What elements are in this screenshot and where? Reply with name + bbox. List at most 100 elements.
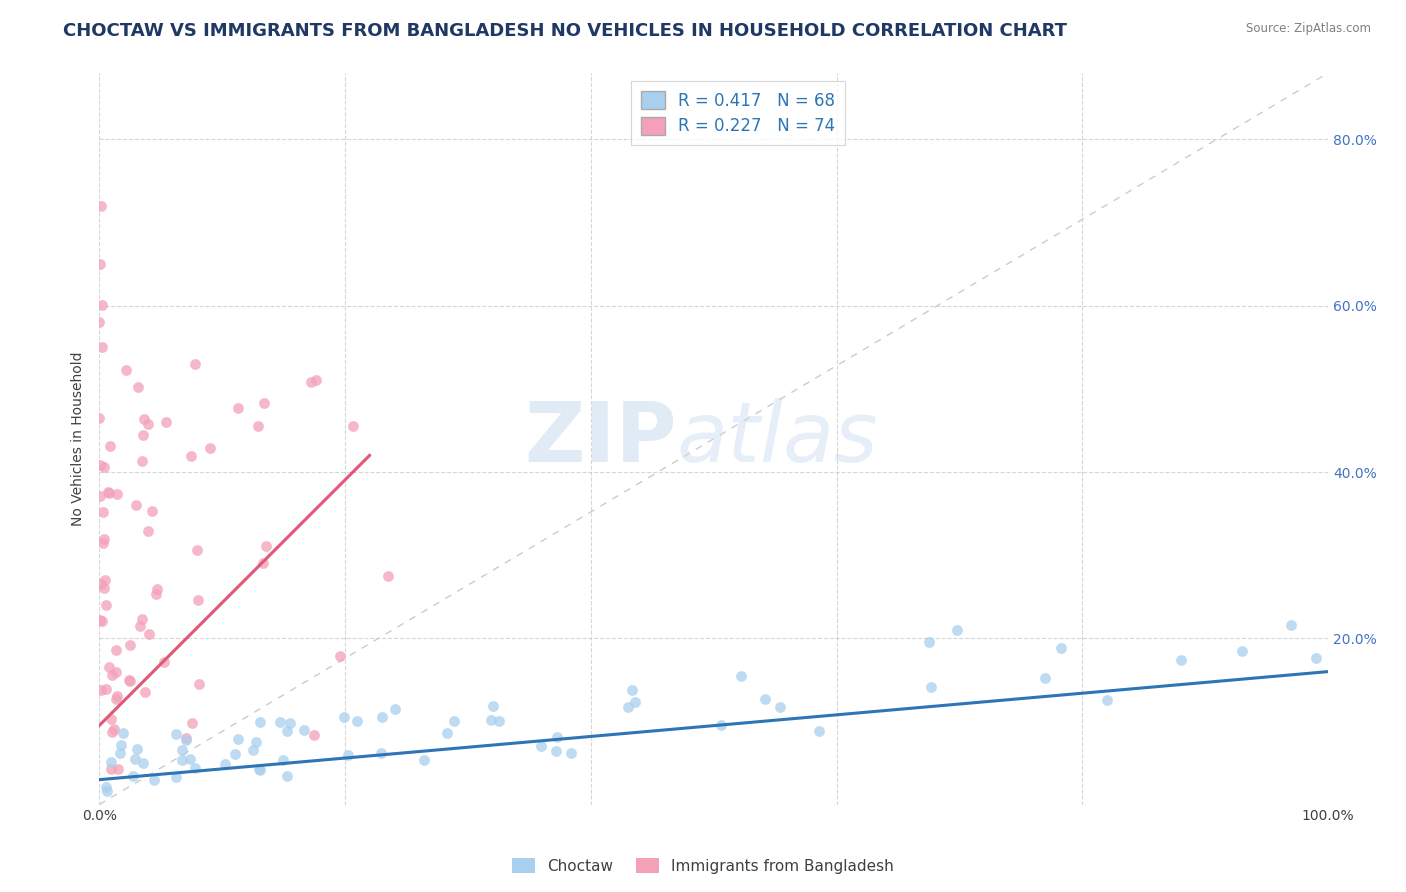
Point bbox=[530, 739, 553, 753]
Point bbox=[184, 357, 207, 371]
Point bbox=[94, 598, 117, 612]
Point bbox=[114, 363, 136, 377]
Point bbox=[249, 763, 271, 777]
Point bbox=[136, 524, 159, 538]
Point bbox=[371, 710, 394, 724]
Point bbox=[488, 714, 510, 728]
Point bbox=[180, 716, 202, 731]
Text: ZIP: ZIP bbox=[524, 399, 676, 479]
Point bbox=[89, 613, 111, 627]
Point bbox=[98, 439, 121, 453]
Point bbox=[186, 543, 208, 558]
Point bbox=[174, 732, 197, 747]
Point bbox=[91, 340, 114, 354]
Point bbox=[187, 592, 209, 607]
Point bbox=[333, 709, 356, 723]
Point bbox=[226, 732, 249, 747]
Point bbox=[1049, 640, 1071, 655]
Point bbox=[105, 689, 128, 703]
Point bbox=[100, 712, 122, 726]
Point bbox=[184, 761, 207, 775]
Point bbox=[1095, 693, 1118, 707]
Point bbox=[413, 753, 436, 767]
Point bbox=[252, 556, 274, 570]
Point bbox=[93, 460, 115, 475]
Text: atlas: atlas bbox=[676, 399, 879, 479]
Point bbox=[145, 587, 167, 601]
Point bbox=[93, 535, 115, 549]
Point bbox=[299, 375, 322, 389]
Point bbox=[155, 415, 177, 429]
Point bbox=[224, 747, 246, 762]
Point bbox=[620, 683, 643, 698]
Point bbox=[132, 411, 155, 425]
Point bbox=[101, 725, 124, 739]
Point bbox=[214, 757, 236, 772]
Point bbox=[120, 674, 142, 689]
Point bbox=[329, 648, 352, 663]
Point bbox=[370, 746, 392, 760]
Point bbox=[242, 743, 264, 757]
Point bbox=[188, 677, 211, 691]
Text: Source: ZipAtlas.com: Source: ZipAtlas.com bbox=[1246, 22, 1371, 36]
Point bbox=[1305, 650, 1327, 665]
Point bbox=[1033, 671, 1056, 685]
Point bbox=[118, 638, 141, 652]
Point bbox=[125, 742, 148, 756]
Point bbox=[165, 770, 187, 784]
Point bbox=[305, 373, 328, 387]
Point bbox=[103, 722, 125, 736]
Point bbox=[124, 752, 146, 766]
Point bbox=[769, 699, 792, 714]
Point bbox=[112, 726, 135, 740]
Legend: Choctaw, Immigrants from Bangladesh: Choctaw, Immigrants from Bangladesh bbox=[506, 852, 900, 880]
Point bbox=[89, 257, 111, 271]
Point bbox=[710, 717, 733, 731]
Point bbox=[245, 735, 267, 749]
Point bbox=[546, 731, 568, 745]
Point bbox=[481, 699, 503, 714]
Legend: R = 0.417   N = 68, R = 0.227   N = 74: R = 0.417 N = 68, R = 0.227 N = 74 bbox=[631, 81, 845, 145]
Point bbox=[138, 626, 160, 640]
Point bbox=[131, 756, 153, 770]
Point bbox=[560, 746, 582, 760]
Point bbox=[118, 673, 141, 688]
Point bbox=[127, 380, 149, 394]
Point bbox=[96, 784, 118, 798]
Point bbox=[122, 769, 145, 783]
Point bbox=[90, 614, 112, 628]
Point bbox=[105, 665, 128, 679]
Point bbox=[94, 780, 117, 795]
Point bbox=[104, 643, 127, 657]
Point bbox=[152, 656, 174, 670]
Point bbox=[90, 199, 112, 213]
Point bbox=[200, 441, 222, 455]
Point bbox=[89, 410, 111, 425]
Point bbox=[101, 668, 124, 682]
Point bbox=[131, 612, 153, 626]
Point bbox=[131, 454, 153, 468]
Point bbox=[136, 417, 159, 431]
Point bbox=[226, 401, 249, 416]
Point bbox=[100, 762, 122, 776]
Point bbox=[125, 498, 148, 512]
Point bbox=[269, 715, 291, 730]
Point bbox=[920, 681, 942, 695]
Text: CHOCTAW VS IMMIGRANTS FROM BANGLADESH NO VEHICLES IN HOUSEHOLD CORRELATION CHART: CHOCTAW VS IMMIGRANTS FROM BANGLADESH NO… bbox=[63, 22, 1067, 40]
Point bbox=[89, 490, 111, 504]
Point bbox=[443, 714, 465, 728]
Point bbox=[623, 696, 645, 710]
Point bbox=[93, 581, 115, 595]
Point bbox=[89, 315, 111, 329]
Point bbox=[97, 486, 120, 500]
Point bbox=[91, 505, 114, 519]
Point bbox=[436, 726, 458, 740]
Point bbox=[132, 428, 155, 442]
Point bbox=[918, 635, 941, 649]
Point bbox=[107, 762, 129, 776]
Point bbox=[294, 723, 316, 737]
Point bbox=[754, 691, 776, 706]
Point bbox=[129, 619, 152, 633]
Point bbox=[180, 449, 202, 463]
Point bbox=[247, 762, 270, 776]
